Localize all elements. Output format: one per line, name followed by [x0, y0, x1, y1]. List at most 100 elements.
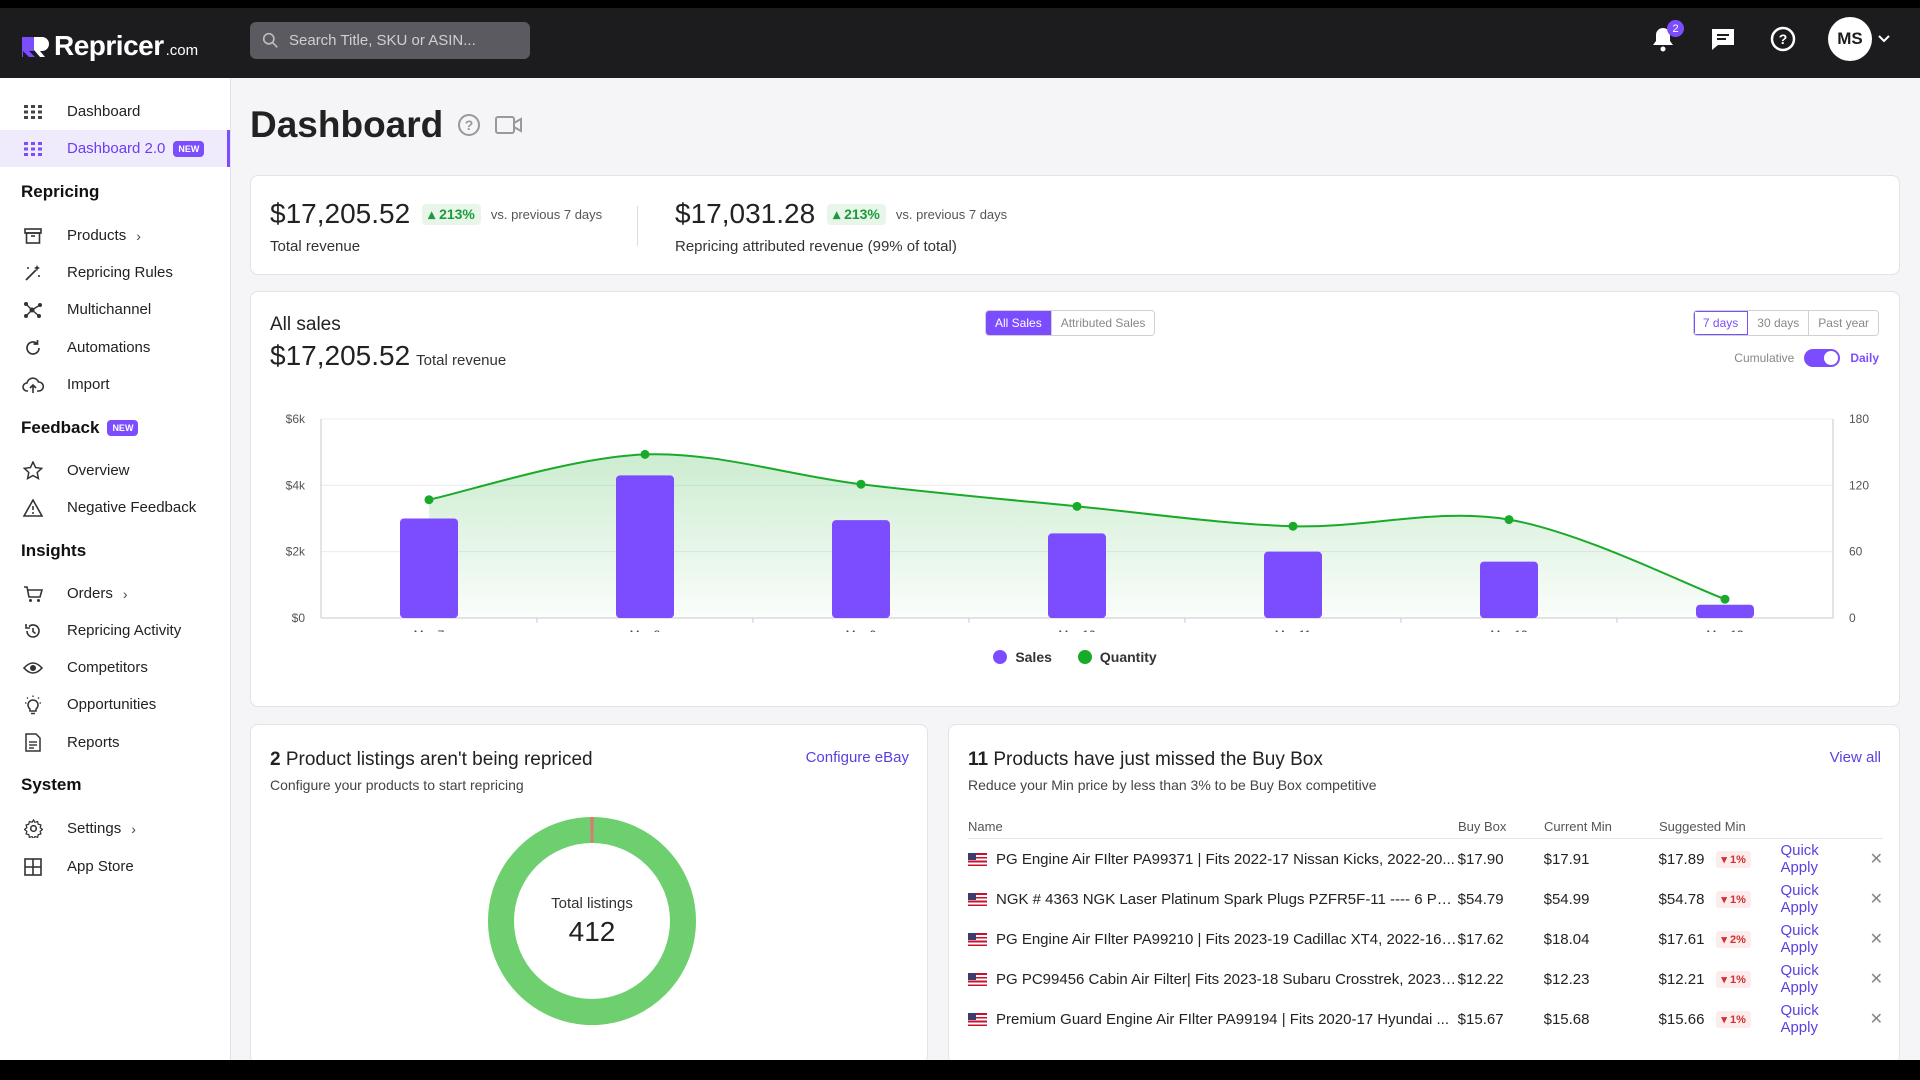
repricer-logo-icon — [22, 37, 49, 57]
dismiss-icon[interactable]: ✕ — [1869, 971, 1884, 988]
divider — [637, 206, 638, 246]
x-tick-label: Mar 11 — [1275, 628, 1312, 632]
buybox-title: 11 Products have just missed the Buy Box — [968, 749, 1323, 770]
quick-apply-button[interactable]: Quick Apply — [1780, 1002, 1819, 1036]
notifications-button[interactable]: 2 — [1648, 20, 1684, 54]
product-name-cell[interactable]: PG PC99456 Cabin Air Filter| Fits 2023-1… — [968, 971, 1458, 988]
attributed-revenue-label: Repricing attributed revenue (99% of tot… — [675, 238, 957, 255]
dismiss-icon[interactable]: ✕ — [1869, 931, 1884, 948]
attributed-revenue-block: $17,031.28 ▴ 213% vs. previous 7 days Re… — [675, 198, 1007, 255]
x-tick-label: Mar 7 — [414, 628, 445, 632]
total-listings-value: 412 — [568, 915, 616, 947]
sidebar-item-app-store[interactable]: App Store — [0, 848, 230, 885]
y-right-tick-label: 180 — [1849, 412, 1869, 426]
product-name-cell[interactable]: PG Engine Air FIlter PA99371 | Fits 2022… — [968, 851, 1458, 868]
product-name: Premium Guard Engine Air FIlter PA99194 … — [996, 1010, 1450, 1028]
product-name-cell[interactable]: Premium Guard Engine Air FIlter PA99194 … — [968, 1011, 1458, 1028]
help-button[interactable]: ? — [1768, 24, 1798, 54]
search-icon — [262, 32, 278, 48]
missed-buybox-card: 11 Products have just missed the Buy Box… — [948, 724, 1900, 1064]
suggested-min-price: $54.78 — [1658, 890, 1705, 908]
table-row: PG Engine Air FIlter PA99210 | Fits 2023… — [968, 919, 1883, 959]
app-window: Repricer .com 2 ? MS — [0, 8, 1920, 1064]
help-icon: ? — [1770, 26, 1796, 52]
sidebar-item-overview[interactable]: Overview — [0, 452, 230, 489]
sidebar-item-label: Overview — [67, 462, 130, 479]
current-min-price: $18.04 — [1543, 930, 1590, 948]
chevron-down-icon — [1878, 35, 1890, 43]
sidebar-item-label: Reports — [67, 734, 120, 751]
bar-sales — [832, 520, 890, 618]
decrease-badge: ▾ 1% — [1716, 1010, 1751, 1028]
suggested-min-cell: $17.89 ▾ 1% — [1659, 850, 1781, 868]
period-7-days[interactable]: 7 days — [1693, 311, 1749, 335]
legend-item-sales[interactable]: Sales — [993, 649, 1052, 665]
bar-sales — [616, 475, 674, 618]
period-past-year[interactable]: Past year — [1809, 311, 1878, 335]
y-left-tick-label: $2k — [286, 545, 306, 559]
bar-sales — [1696, 604, 1754, 618]
main-content: Dashboard ? $17,205.52 ▴ 213% vs. previo… — [232, 78, 1920, 1064]
view-all-link[interactable]: View all — [1829, 749, 1881, 766]
svg-text:?: ? — [1779, 31, 1788, 47]
history-icon — [22, 620, 44, 642]
product-name: PG Engine Air FIlter PA99210 | Fits 2023… — [996, 930, 1458, 948]
tab-attributed-sales[interactable]: Attributed Sales — [1051, 311, 1155, 335]
configure-ebay-link[interactable]: Configure eBay — [805, 749, 909, 766]
product-name-cell[interactable]: PG Engine Air FIlter PA99210 | Fits 2023… — [968, 931, 1458, 948]
sidebar-item-reports[interactable]: Reports — [0, 724, 230, 761]
quantity-point — [1504, 515, 1514, 525]
user-menu[interactable]: MS — [1828, 17, 1890, 61]
dismiss-icon[interactable]: ✕ — [1869, 1011, 1884, 1028]
sidebar-item-repricing-rules[interactable]: Repricing Rules — [0, 254, 230, 291]
y-left-tick-label: $6k — [286, 412, 306, 426]
cumulative-daily-toggle: Cumulative Daily — [1734, 349, 1879, 367]
us-flag-icon — [968, 1012, 987, 1026]
quick-apply-button[interactable]: Quick Apply — [1780, 842, 1819, 876]
messages-button[interactable] — [1708, 24, 1738, 54]
help-circle-icon[interactable]: ? — [457, 113, 481, 137]
legend-item-quantity[interactable]: Quantity — [1077, 649, 1157, 665]
video-icon[interactable] — [495, 115, 523, 135]
cumulative-daily-switch[interactable] — [1804, 349, 1841, 367]
sidebar-item-settings[interactable]: Settings › — [0, 810, 230, 847]
us-flag-icon — [968, 972, 987, 986]
sidebar-item-opportunities[interactable]: Opportunities — [0, 686, 230, 723]
sidebar-item-orders[interactable]: Orders › — [0, 575, 230, 612]
notification-count-badge: 2 — [1667, 20, 1684, 37]
legend-label: Sales — [1015, 649, 1052, 665]
unrepriced-listings-card: 2 Product listings aren't being repriced… — [250, 724, 928, 1064]
tab-all-sales[interactable]: All Sales — [986, 311, 1052, 335]
avatar[interactable]: MS — [1828, 17, 1872, 61]
sidebar-item-automations[interactable]: Automations — [0, 329, 230, 366]
quick-apply-button[interactable]: Quick Apply — [1780, 922, 1819, 956]
search-box[interactable] — [250, 22, 530, 59]
dismiss-icon[interactable]: ✕ — [1869, 851, 1884, 868]
search-input[interactable] — [289, 32, 519, 49]
quick-apply-button[interactable]: Quick Apply — [1780, 882, 1819, 916]
brand-logo[interactable]: Repricer .com — [20, 30, 198, 62]
y-left-tick-label: $4k — [286, 478, 306, 492]
sidebar-item-dashboard[interactable]: Dashboard — [0, 93, 230, 130]
sidebar-item-negative-feedback[interactable]: Negative Feedback — [0, 489, 230, 526]
section-heading-repricing: Repricing — [21, 182, 100, 201]
dismiss-icon[interactable]: ✕ — [1869, 891, 1884, 908]
sidebar-item-import[interactable]: Import — [0, 366, 230, 403]
period-30-days[interactable]: 30 days — [1748, 311, 1810, 335]
quick-apply-cell: Quick Apply ✕ — [1780, 842, 1883, 876]
sidebar-item-dashboard-2[interactable]: Dashboard 2.0 NEW — [0, 130, 230, 167]
star-icon — [22, 460, 44, 482]
all-sales-card: All sales $17,205.52 Total revenue All S… — [250, 291, 1900, 707]
top-bar: Repricer .com 2 ? MS — [0, 8, 1920, 78]
sidebar-item-label: Multichannel — [67, 301, 152, 318]
sidebar-item-multichannel[interactable]: Multichannel — [0, 291, 230, 328]
buybox-subtitle: Reduce your Min price by less than 3% to… — [968, 777, 1377, 793]
sidebar-item-products[interactable]: Products › — [0, 217, 230, 254]
section-heading-insights: Insights — [21, 541, 87, 560]
bar-sales — [1264, 551, 1322, 618]
sidebar-item-repricing-activity[interactable]: Repricing Activity — [0, 612, 230, 649]
page-title: Dashboard — [250, 104, 444, 145]
quick-apply-button[interactable]: Quick Apply — [1780, 962, 1819, 996]
product-name-cell[interactable]: NGK # 4363 NGK Laser Platinum Spark Plug… — [968, 891, 1458, 908]
sidebar-item-competitors[interactable]: Competitors — [0, 649, 230, 686]
